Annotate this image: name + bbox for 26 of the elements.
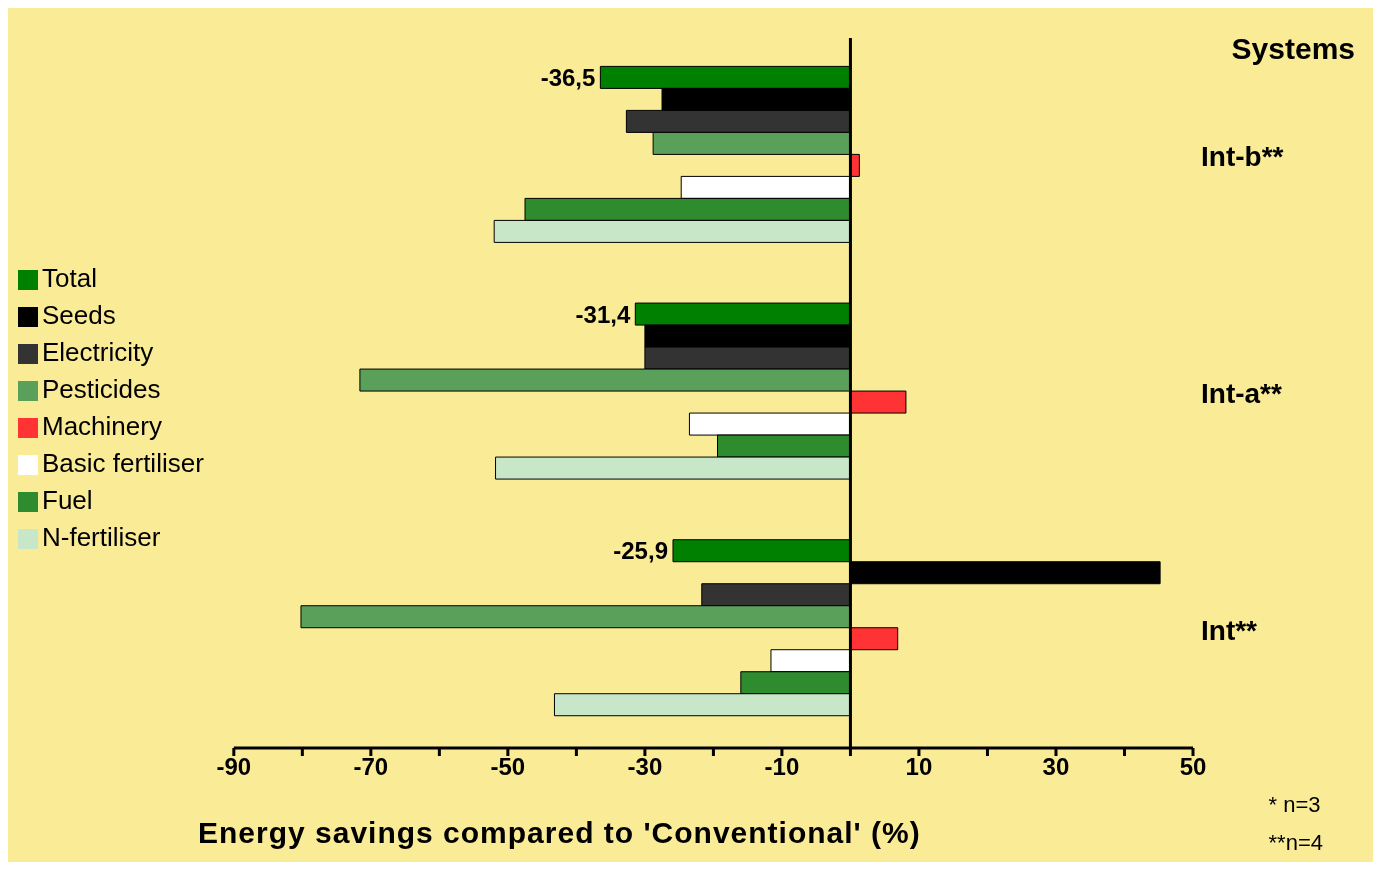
legend-label: N-fertiliser <box>42 522 161 552</box>
text: **n=4 <box>1268 829 1323 857</box>
x-tick-label: -90 <box>216 753 252 781</box>
data-label: -25,9 <box>613 537 668 565</box>
legend-label: Fuel <box>42 485 93 515</box>
y-tick-label: Int** <box>1201 614 1258 646</box>
y-tick-label: Int-a** <box>1201 377 1282 409</box>
legend-label: Electricity <box>42 337 154 367</box>
data-label: -36,5 <box>540 63 596 91</box>
y-tick-label: Int-b** <box>1201 141 1284 173</box>
x-tick-label: 10 <box>905 753 933 781</box>
x-tick-label: -10 <box>764 753 800 781</box>
legend-label: Total <box>42 263 97 293</box>
text: * n=3 <box>1268 791 1322 819</box>
legend-label: Machinery <box>42 411 162 441</box>
y-axis-title: Systems <box>1231 32 1355 66</box>
data-label: -31,4 <box>575 300 631 328</box>
legend-label: Seeds <box>42 300 116 330</box>
legend-label: Pesticides <box>42 374 161 404</box>
x-tick-label: -30 <box>627 753 663 781</box>
legend-label: Basic fertiliser <box>42 448 204 478</box>
x-tick-label: -50 <box>490 753 526 781</box>
x-tick-label: 50 <box>1179 753 1207 781</box>
x-tick-label: 30 <box>1042 753 1070 781</box>
x-axis-title: Energy savings compared to 'Conventional' (%) <box>198 816 921 850</box>
x-tick-label: -70 <box>353 753 389 781</box>
